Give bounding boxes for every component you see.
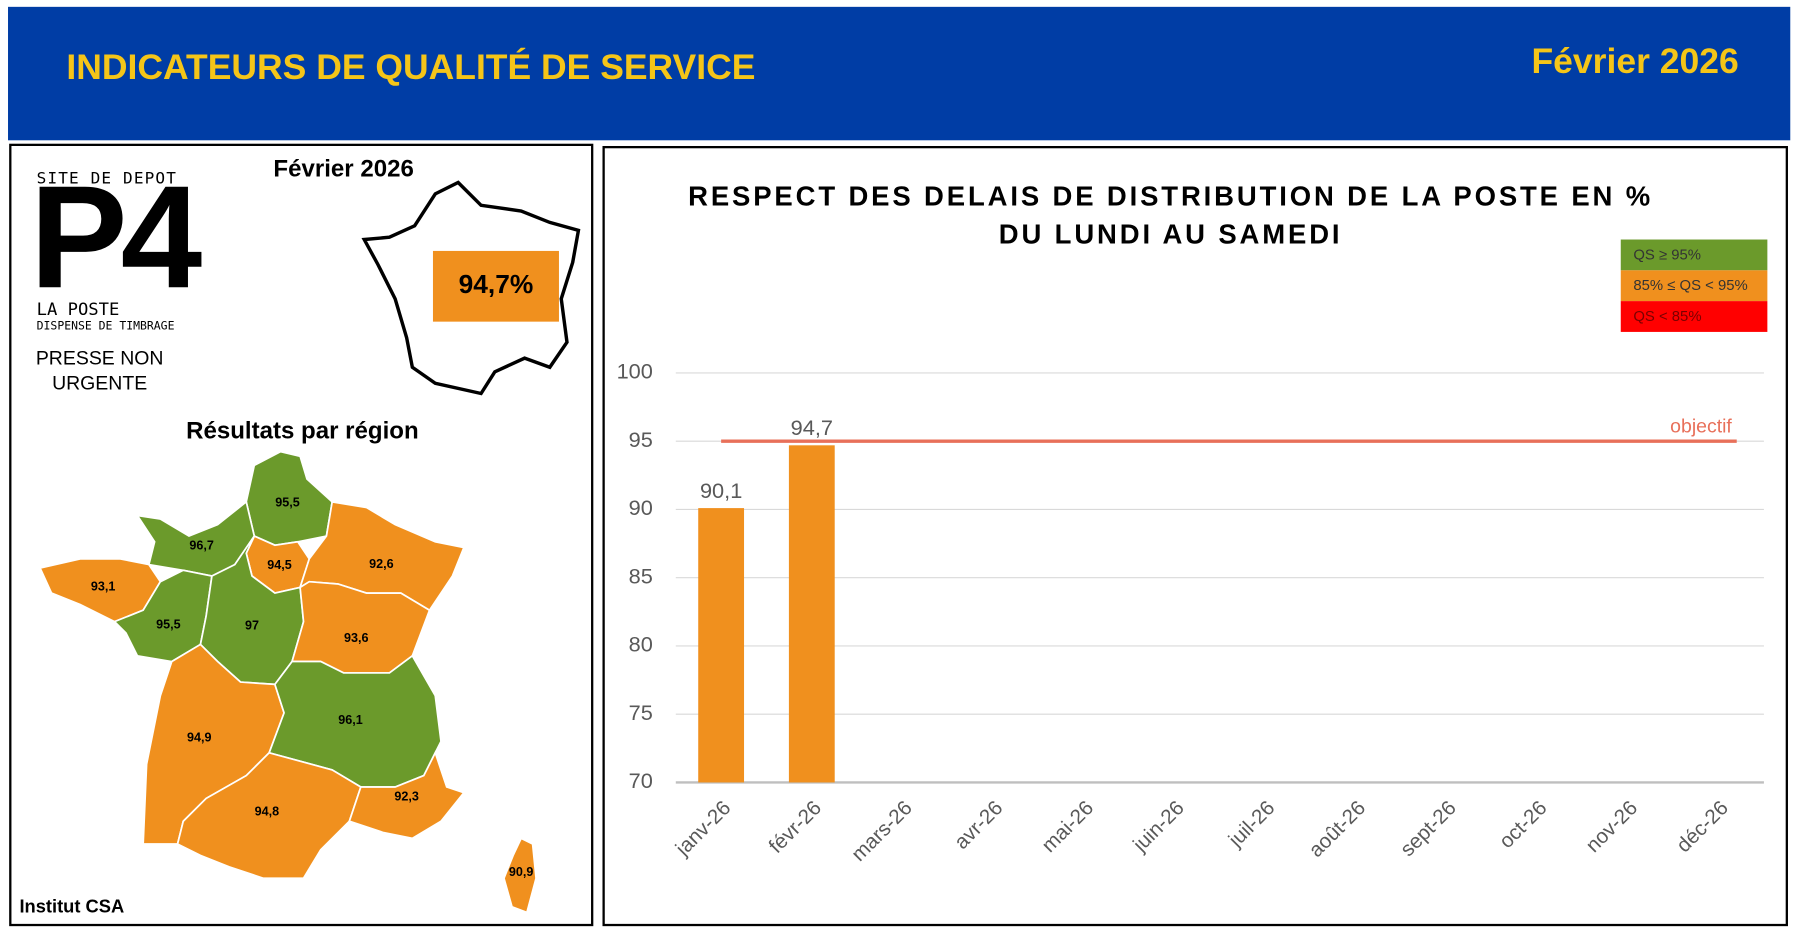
- national-value-box: [432, 250, 559, 322]
- legend-swatch: [1620, 270, 1768, 302]
- region-map: 95,5 96,7 93,1 94,5 92,6 95,5 97 93,6 94,9 96,1 94…: [38, 450, 537, 914]
- region: [348, 750, 466, 840]
- region-label: 96,7: [189, 539, 214, 553]
- region-label: 92,6: [369, 557, 394, 571]
- bar: [788, 445, 835, 783]
- chart-title: RESPECT DES DELAIS DE DISTRIBUTION DE LA…: [688, 181, 1653, 212]
- legend-label: QS ≥ 95%: [1633, 247, 1701, 263]
- region-label: 93,1: [91, 580, 116, 594]
- y-tick-label: 80: [629, 632, 653, 657]
- stamp-code: P4: [30, 156, 202, 319]
- objective-label: objectif: [1670, 416, 1732, 438]
- legend-label: QS < 85%: [1633, 309, 1701, 325]
- region-label: 92,3: [394, 790, 419, 804]
- national-value: 94,7%: [459, 269, 534, 299]
- category-line: URGENTE: [52, 373, 147, 395]
- y-tick-label: 70: [629, 768, 653, 793]
- region-label: 95,5: [275, 495, 300, 509]
- legend-swatch: [1620, 301, 1768, 332]
- region-label: 94,5: [267, 558, 292, 572]
- y-tick-label: 95: [629, 427, 653, 452]
- region: [503, 837, 537, 914]
- region-label: 90,9: [509, 865, 534, 879]
- legend-swatch: [1620, 239, 1768, 271]
- left-period: Février 2026: [273, 155, 413, 182]
- bar: [698, 508, 745, 783]
- y-tick-label: 75: [629, 700, 653, 725]
- value-label: 90,1: [700, 478, 742, 503]
- legend-label: 85% ≤ QS < 95%: [1633, 278, 1747, 294]
- y-tick-label: 90: [629, 495, 653, 520]
- header-period: Février 2026: [1531, 41, 1738, 81]
- chart-panel: [602, 145, 1788, 927]
- header-bar: [8, 6, 1791, 141]
- y-tick-label: 85: [629, 563, 653, 588]
- stamp-note: DISPENSE DE TIMBRAGE: [37, 319, 175, 333]
- source: Institut CSA: [19, 896, 124, 917]
- region-label: 94,8: [255, 804, 280, 818]
- region-label: 94,9: [187, 730, 212, 744]
- y-tick-label: 100: [617, 359, 653, 384]
- region-label: 95,5: [156, 617, 181, 631]
- chart-subtitle: DU LUNDI AU SAMEDI: [999, 218, 1343, 249]
- category-line: PRESSE NON: [36, 347, 164, 369]
- regions-title: Résultats par région: [186, 418, 419, 445]
- region-label: 93,6: [344, 631, 369, 645]
- stamp-top: SITE DE DEPOT: [37, 169, 177, 188]
- region-label: 97: [245, 619, 259, 633]
- stamp-brand: LA POSTE: [37, 300, 120, 320]
- value-label: 94,7: [791, 415, 833, 440]
- region-label: 96,1: [338, 713, 363, 727]
- header-title: INDICATEURS DE QUALITÉ DE SERVICE: [66, 47, 755, 87]
